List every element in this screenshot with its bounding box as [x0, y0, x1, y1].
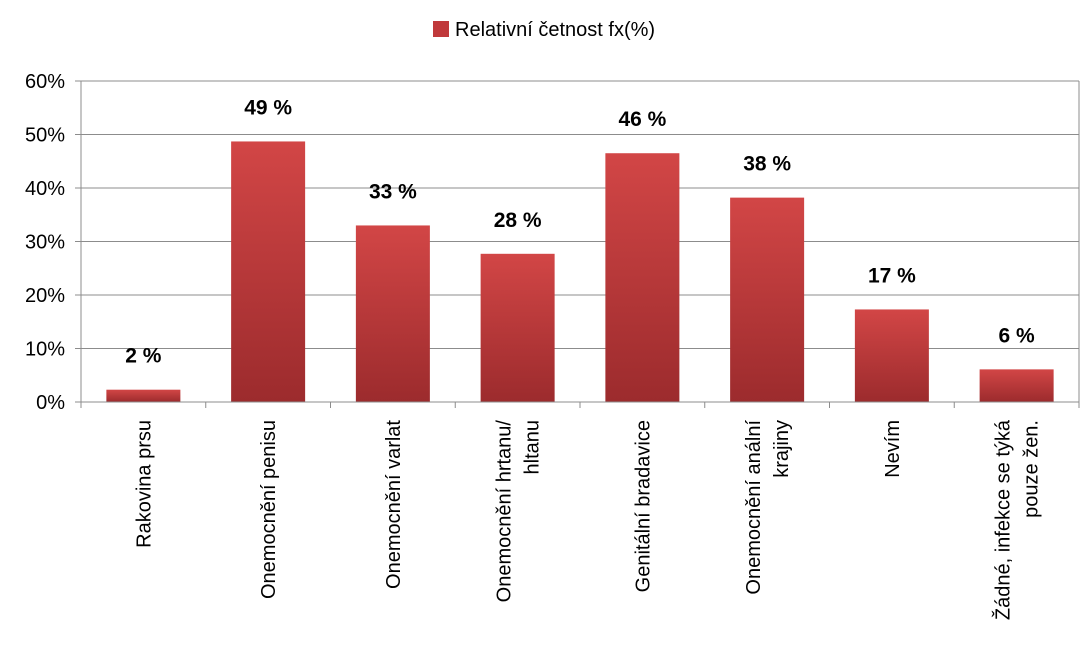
x-tick-label: Genitální bradavice: [632, 420, 654, 592]
bar: [605, 153, 680, 402]
bar: [854, 309, 929, 402]
x-tick-label-group: Onemocnění anální krajiny: [743, 420, 793, 595]
bars: [106, 141, 1054, 402]
legend-label: Relativní četnost fx(%): [455, 19, 655, 41]
x-tick-label: Rakovina prsu: [133, 420, 155, 548]
data-label: 2 %: [125, 345, 162, 368]
x-tick-label: Nevím: [882, 420, 904, 478]
y-tick-label: 10%: [25, 339, 65, 361]
bar: [231, 141, 306, 402]
data-label: 49 %: [244, 96, 292, 119]
x-tick-label: krajiny: [771, 420, 793, 478]
y-tick-label: 40%: [25, 178, 65, 200]
bar: [730, 197, 805, 402]
data-label: 46 %: [618, 108, 666, 131]
y-tick-label: 0%: [36, 392, 65, 414]
data-label: 17 %: [868, 264, 916, 287]
gridlines: [81, 80, 1080, 403]
data-label: 28 %: [494, 209, 542, 232]
data-label: 38 %: [743, 153, 791, 176]
x-tick-label: hltanu: [522, 420, 544, 475]
x-tick-label-group: Žádné, infekce se týká pouze žen.: [992, 419, 1043, 620]
x-tick-label: Žádné, infekce se týká: [992, 419, 1015, 620]
legend: Relativní četnost fx(%): [433, 19, 655, 41]
legend-swatch: [433, 21, 449, 37]
x-tick-label-group: Nevím: [882, 420, 904, 478]
data-label: 6 %: [999, 324, 1036, 347]
x-axis: Rakovina prsu Onemocnění penisu Onemocnění…: [80, 401, 1080, 620]
x-tick-label-group: Onemocnění penisu: [258, 420, 280, 599]
x-tick-label: Onemocnění penisu: [258, 420, 280, 599]
x-tick-label-group: Rakovina prsu: [133, 420, 155, 548]
y-tick-label: 60%: [25, 71, 65, 93]
x-tick-label-group: Onemocnění hrtanu/hltanu: [494, 420, 544, 603]
x-tick-label-group: Genitální bradavice: [632, 420, 654, 592]
y-tick-label: 30%: [25, 232, 65, 254]
bar: [106, 389, 181, 402]
data-labels: 2 % 49 % 33 % 28 % 46 % 38 % 17 % 6 %: [125, 96, 1035, 367]
x-tick-label: pouze žen.: [1021, 420, 1043, 518]
bar: [979, 369, 1054, 402]
y-axis: 0% 10% 20% 30% 40% 50% 60%: [25, 71, 82, 414]
y-tick-label: 50%: [25, 125, 65, 147]
x-tick-label: Onemocnění hrtanu/: [494, 420, 516, 603]
bar: [480, 253, 555, 402]
bar: [355, 225, 430, 402]
x-tick-label-group: Onemocnění varlat: [383, 420, 405, 589]
y-tick-label: 20%: [25, 285, 65, 307]
x-tick-label: Onemocnění varlat: [383, 420, 405, 589]
data-label: 33 %: [369, 180, 417, 203]
x-tick-label: Onemocnění anální: [743, 420, 765, 595]
